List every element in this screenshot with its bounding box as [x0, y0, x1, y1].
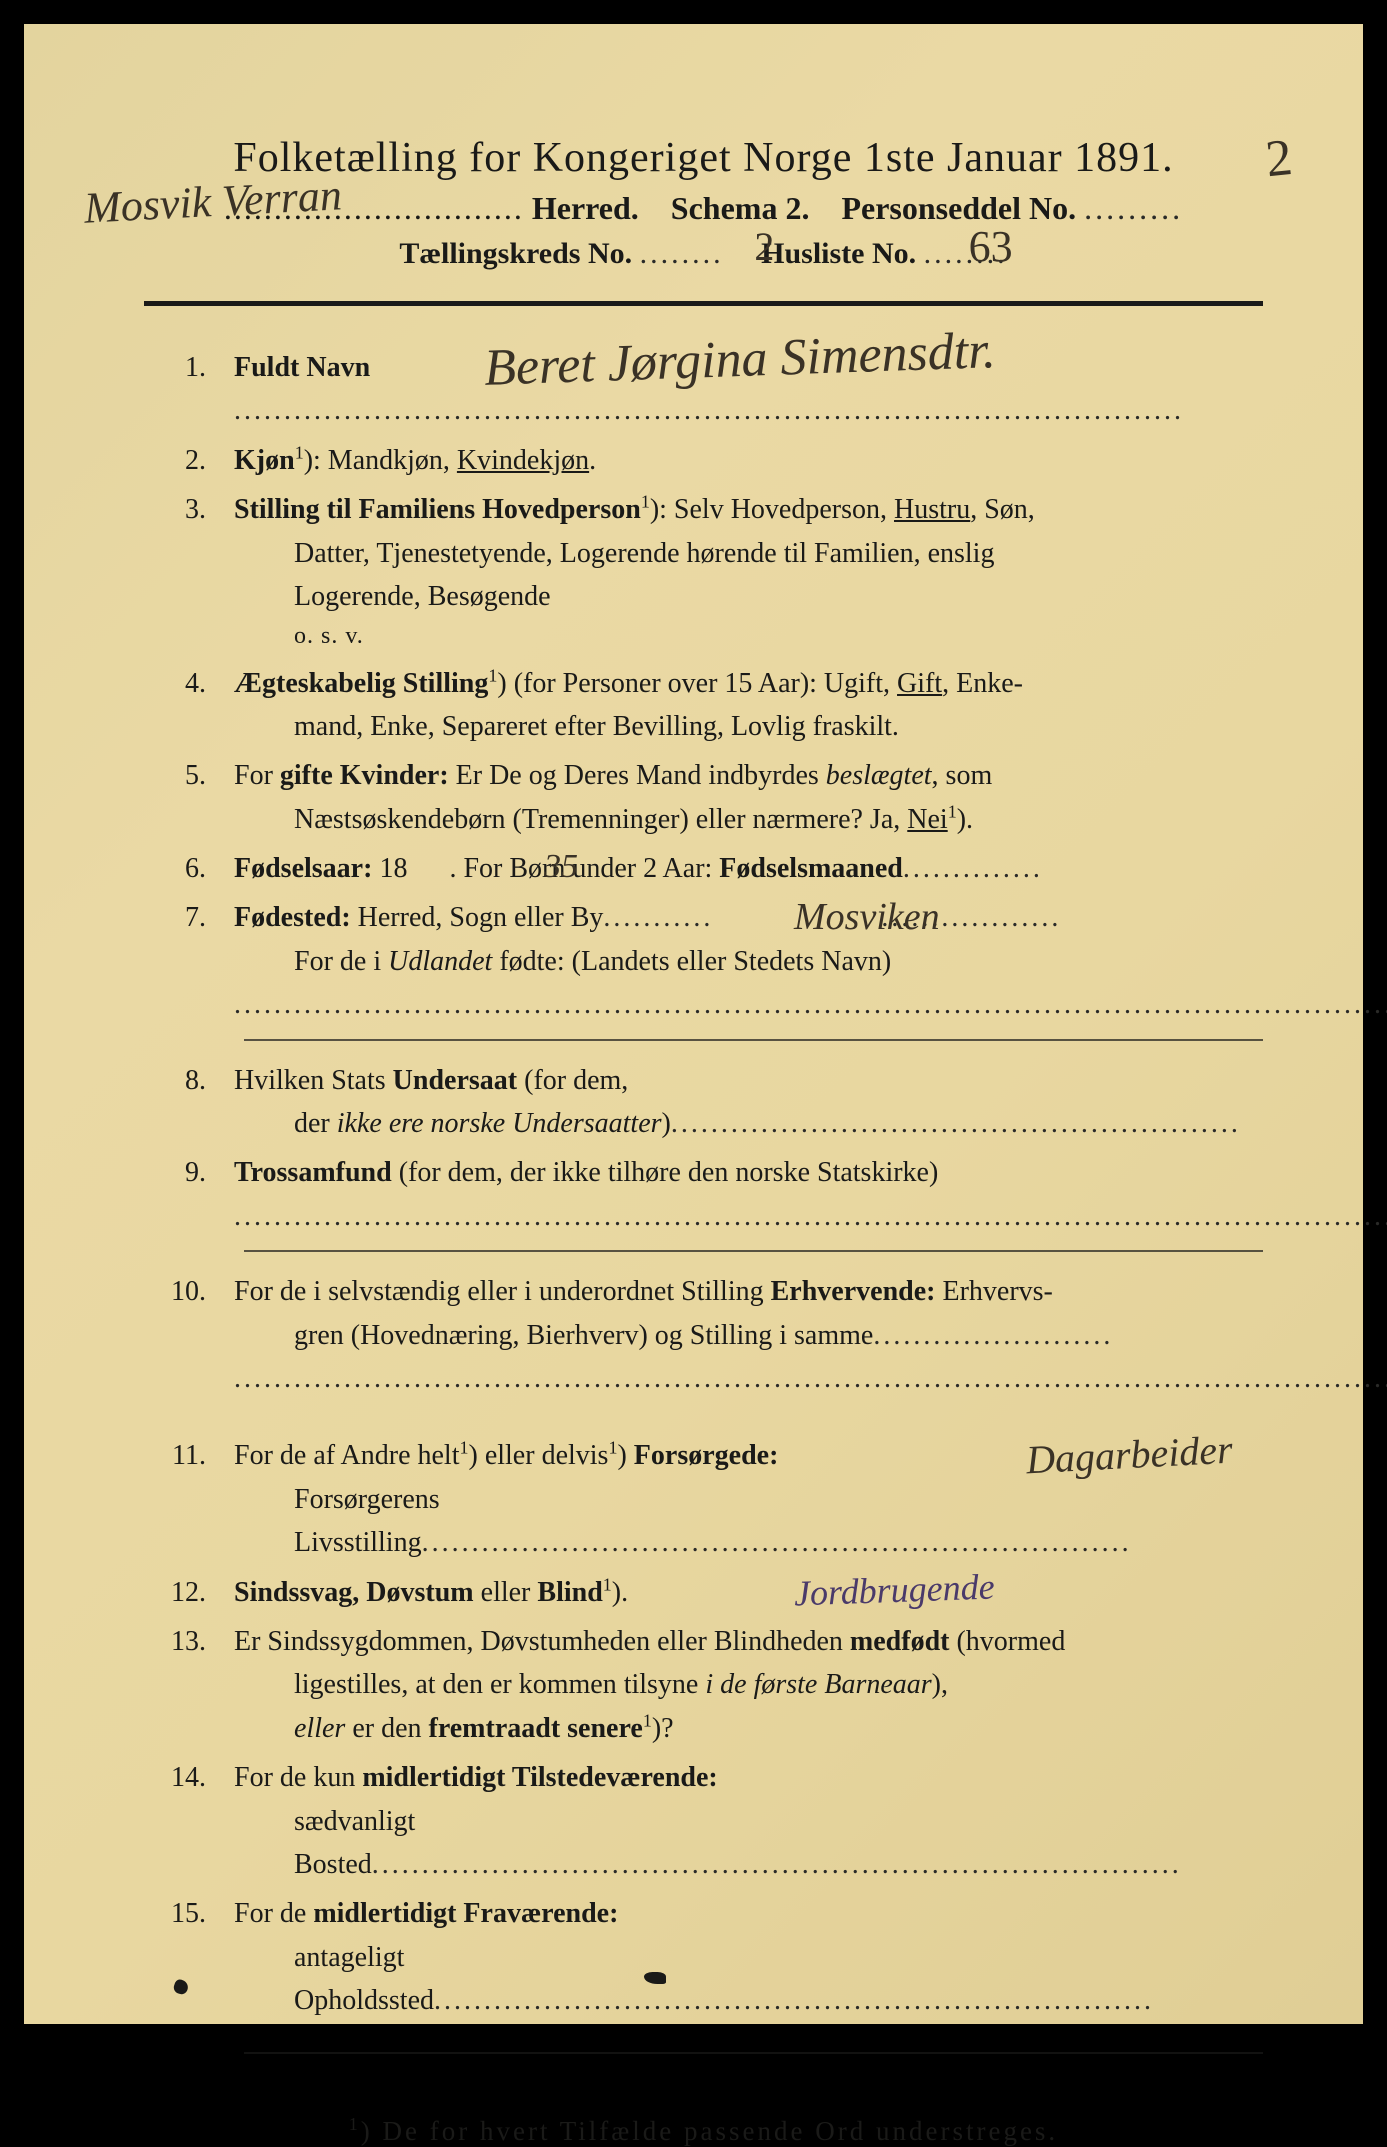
item-4-marital: 4. Ægteskabelig Stilling1) (for Personer…: [144, 662, 1263, 749]
label-medfodt: medfødt: [850, 1626, 950, 1657]
herred-label: Herred.: [532, 190, 639, 226]
label-trossamfund: Trossamfund: [234, 1157, 392, 1188]
tk-label: Tællingskreds No.: [399, 237, 632, 270]
label-erhvervende: Erhvervende:: [771, 1276, 936, 1307]
footnote: 1) De for hvert Tilfælde passende Ord un…: [144, 2114, 1263, 2147]
handwritten-hus-no: 63: [969, 221, 1013, 272]
item-6-birthyear: 6. Fødselsaar: 1835 . For Børn under 2 A…: [144, 847, 1263, 890]
hus-label: Husliste No.: [761, 237, 916, 270]
label-blind: Blind: [537, 1577, 602, 1608]
label-fodested: Fødested:: [234, 902, 351, 933]
census-form-page: Folketælling for Kongeriget Norge 1ste J…: [24, 24, 1363, 2024]
item-3-stilling: 3. Stilling til Familiens Hovedperson1):…: [144, 488, 1263, 655]
label-undersaat: Undersaat: [393, 1065, 517, 1096]
item-8-undersaat: 8. Hvilken Stats Undersaat (for dem, der…: [144, 1059, 1263, 1146]
item-7-birthplace: 7. Fødested: Herred, Sogn eller By......…: [144, 896, 1263, 1026]
handwritten-forsorgeren: Dagarbeider: [1025, 1419, 1235, 1492]
label-forsorgede: Forsørgede:: [634, 1440, 779, 1471]
divider-thin-1: [244, 1039, 1263, 1041]
divider-thin-2: [244, 1250, 1263, 1252]
item-5-gifte-kvinder: 5. For gifte Kvinder: Er De og Deres Man…: [144, 754, 1263, 841]
handwritten-personseddel-top: 2: [1263, 128, 1296, 189]
divider-main: [144, 301, 1263, 306]
label-fuldt-navn: Fuldt Navn: [234, 352, 370, 383]
underlined-hustru: Hustru: [894, 494, 970, 525]
item-11-forsorgede: 11. For de af Andre helt1) eller delvis1…: [144, 1434, 1263, 1564]
item-9-trossamfund: 9. Trossamfund (for dem, der ikke tilhør…: [144, 1151, 1263, 1238]
label-fremtraadt: fremtraadt senere: [429, 1713, 643, 1744]
handwritten-tk-no: 2: [754, 223, 774, 270]
label-aegteskab: Ægteskabelig Stilling: [234, 668, 488, 699]
underlined-kvindekjon: Kvindekjøn: [457, 445, 589, 476]
label-gifte-kvinder: gifte Kvinder:: [280, 760, 449, 791]
label-fodselsaar: Fødselsaar:: [234, 853, 372, 884]
label-fodselsmaaned: Fødselsmaaned: [719, 853, 903, 884]
footnote-text: ) De for hvert Tilfælde passende Ord und…: [361, 2116, 1058, 2146]
label-sindssvag: Sindssvag, Døvstum: [234, 1577, 474, 1608]
dots: ..............................: [224, 190, 524, 226]
divider-thin-3: [244, 2052, 1263, 2054]
item-15-fravaerende: 15. For de midlertidigt Fraværende: anta…: [144, 1892, 1263, 2022]
item-1-name: 1. Fuldt Navn ..........................…: [144, 346, 1263, 433]
underlined-nei: Nei: [907, 804, 947, 835]
personseddel-label: Personseddel No.: [841, 190, 1076, 226]
label-stilling: Stilling til Familiens Hovedperson: [234, 494, 641, 525]
item-2-sex: 2. Kjøn1): Mandkjøn, Kvindekjøn.: [144, 439, 1263, 482]
header-line-2: .............................. Herred. S…: [224, 190, 1183, 227]
form-header: Folketælling for Kongeriget Norge 1ste J…: [144, 134, 1263, 271]
title-text: Folketælling for Kongeriget Norge 1ste J…: [233, 135, 1173, 181]
label-tilstedevaerende: midlertidigt Tilstedeværende:: [362, 1762, 717, 1793]
tk-dots: ........: [640, 237, 724, 270]
form-items: 1. Fuldt Navn ..........................…: [144, 346, 1263, 2022]
handwritten-sindssvag: Jordbrugende: [793, 1559, 995, 1622]
handwritten-birthyear: 35: [544, 841, 578, 894]
handwritten-fodested: Mosviken: [794, 888, 940, 947]
label-fravaerende: midlertidigt Fraværende:: [313, 1898, 618, 1929]
item-14-tilstedevaerende: 14. For de kun midlertidigt Tilstedevære…: [144, 1756, 1263, 1886]
item-13-medfodt: 13. Er Sindssygdommen, Døvstumheden elle…: [144, 1620, 1263, 1750]
item-10-erhvervende: 10. For de i selvstændig eller i underor…: [144, 1270, 1263, 1400]
underlined-gift: Gift: [897, 668, 942, 699]
header-line-3: Tællingskreds No. ........ 2 Husliste No…: [399, 237, 1007, 271]
item-12-sindssvag: 12. Sindssvag, Døvstum eller Blind1). Jo…: [144, 1571, 1263, 1614]
schema-label: Schema 2.: [671, 190, 810, 226]
label-kjon: Kjøn: [234, 445, 295, 476]
